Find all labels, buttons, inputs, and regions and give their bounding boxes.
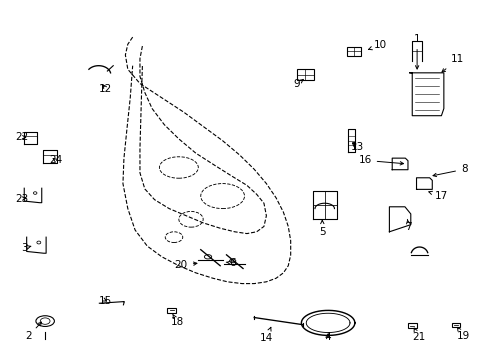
Text: 4: 4 <box>324 332 331 342</box>
Bar <box>296 69 313 80</box>
Text: 8: 8 <box>432 164 467 177</box>
Text: 5: 5 <box>318 220 325 237</box>
Text: 23: 23 <box>15 194 28 203</box>
Text: 18: 18 <box>170 314 183 327</box>
Text: 16: 16 <box>358 156 403 165</box>
Text: 6: 6 <box>226 258 235 268</box>
Text: 14: 14 <box>259 327 272 343</box>
Text: 9: 9 <box>293 79 303 89</box>
Text: 3: 3 <box>21 243 31 253</box>
Bar <box>346 47 360 56</box>
Text: 13: 13 <box>350 142 363 152</box>
Text: 22: 22 <box>15 132 28 142</box>
Bar <box>407 324 416 328</box>
Text: 12: 12 <box>99 84 112 94</box>
Text: 21: 21 <box>411 328 425 342</box>
Text: 11: 11 <box>441 54 463 72</box>
Text: 24: 24 <box>49 156 62 165</box>
Text: 15: 15 <box>99 296 112 306</box>
Text: 2: 2 <box>25 322 41 342</box>
Text: 19: 19 <box>456 327 469 342</box>
Text: 1: 1 <box>413 34 420 69</box>
Text: 7: 7 <box>405 219 411 232</box>
Bar <box>166 308 176 313</box>
Bar <box>451 323 459 327</box>
Text: 17: 17 <box>428 191 447 201</box>
Text: 10: 10 <box>367 40 386 50</box>
Text: 20: 20 <box>174 260 197 270</box>
